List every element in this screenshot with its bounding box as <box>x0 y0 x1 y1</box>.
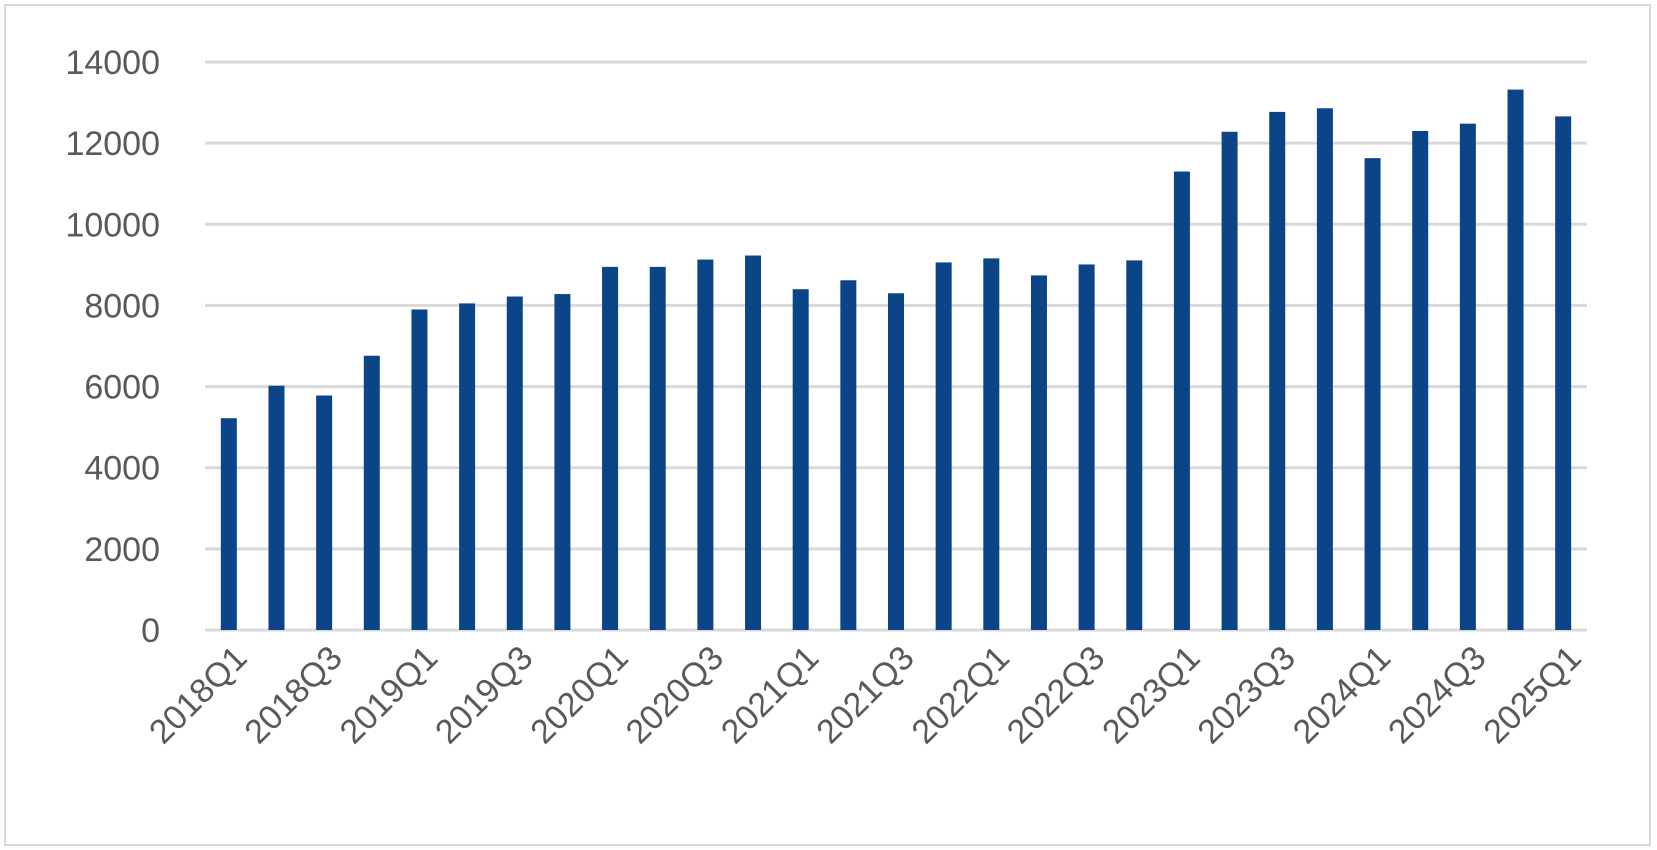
bar-2019Q2 <box>459 303 476 630</box>
bars <box>220 89 1572 631</box>
x-tick-label: 2021Q1 <box>714 639 826 751</box>
bar-2023Q2 <box>1221 131 1238 631</box>
bar-2020Q4 <box>745 255 762 631</box>
x-tick-label: 2019Q1 <box>333 639 445 751</box>
bar-2022Q2 <box>1030 275 1047 630</box>
bar-2020Q2 <box>649 266 666 630</box>
x-tick-label: 2022Q3 <box>1000 639 1112 751</box>
bar-2018Q4 <box>363 355 380 630</box>
bar-2020Q1 <box>602 266 619 630</box>
y-tick-label: 6000 <box>84 369 160 407</box>
bar-2025Q1 <box>1555 116 1572 630</box>
y-axis-labels: 0 2000 4000 6000 8000 10000 12000 14000 <box>65 44 160 650</box>
bar-2019Q3 <box>506 296 523 630</box>
x-tick-label: 2018Q3 <box>237 639 349 751</box>
bar-2023Q1 <box>1173 171 1190 631</box>
y-tick-label: 8000 <box>84 287 160 325</box>
bar-2018Q1 <box>220 418 237 630</box>
bar-2024Q2 <box>1412 130 1429 630</box>
x-tick-label: 2024Q3 <box>1381 639 1493 751</box>
x-axis-labels: 2018Q12018Q32019Q12019Q32020Q12020Q32021… <box>142 639 1589 751</box>
x-tick-label: 2020Q1 <box>523 639 635 751</box>
x-tick-label: 2025Q1 <box>1476 639 1588 751</box>
y-tick-label: 14000 <box>65 44 160 82</box>
x-tick-label: 2021Q3 <box>809 639 921 751</box>
bar-2020Q3 <box>697 259 714 630</box>
x-tick-label: 2023Q1 <box>1095 639 1207 751</box>
bar-2024Q3 <box>1459 123 1476 630</box>
bar-2022Q1 <box>983 258 1000 630</box>
x-tick-label: 2022Q1 <box>905 639 1017 751</box>
bar-2023Q3 <box>1269 111 1286 631</box>
bar-2022Q4 <box>1126 260 1143 630</box>
bar-2021Q3 <box>888 293 904 630</box>
bar-2018Q3 <box>316 395 333 630</box>
x-tick-label: 2023Q3 <box>1190 639 1302 751</box>
x-tick-label: 2020Q3 <box>619 639 731 751</box>
x-tick-label: 2019Q3 <box>428 639 540 751</box>
bar-2021Q1 <box>792 289 809 630</box>
bar-2021Q2 <box>840 280 857 630</box>
x-tick-label: 2024Q1 <box>1286 639 1398 751</box>
y-tick-label: 0 <box>141 612 160 650</box>
y-tick-label: 10000 <box>65 206 160 244</box>
bar-2024Q4 <box>1507 89 1524 631</box>
x-tick-label: 2018Q1 <box>142 639 254 751</box>
bar-2022Q3 <box>1078 264 1095 630</box>
y-tick-label: 4000 <box>84 450 160 488</box>
bar-2019Q1 <box>411 309 428 630</box>
bar-2023Q4 <box>1316 108 1333 631</box>
bar-2024Q1 <box>1364 158 1381 630</box>
bar-2019Q4 <box>554 294 571 630</box>
y-tick-label: 2000 <box>84 531 160 569</box>
bar-2018Q2 <box>268 385 285 630</box>
bar-2021Q4 <box>935 262 952 630</box>
y-tick-label: 12000 <box>65 125 160 163</box>
